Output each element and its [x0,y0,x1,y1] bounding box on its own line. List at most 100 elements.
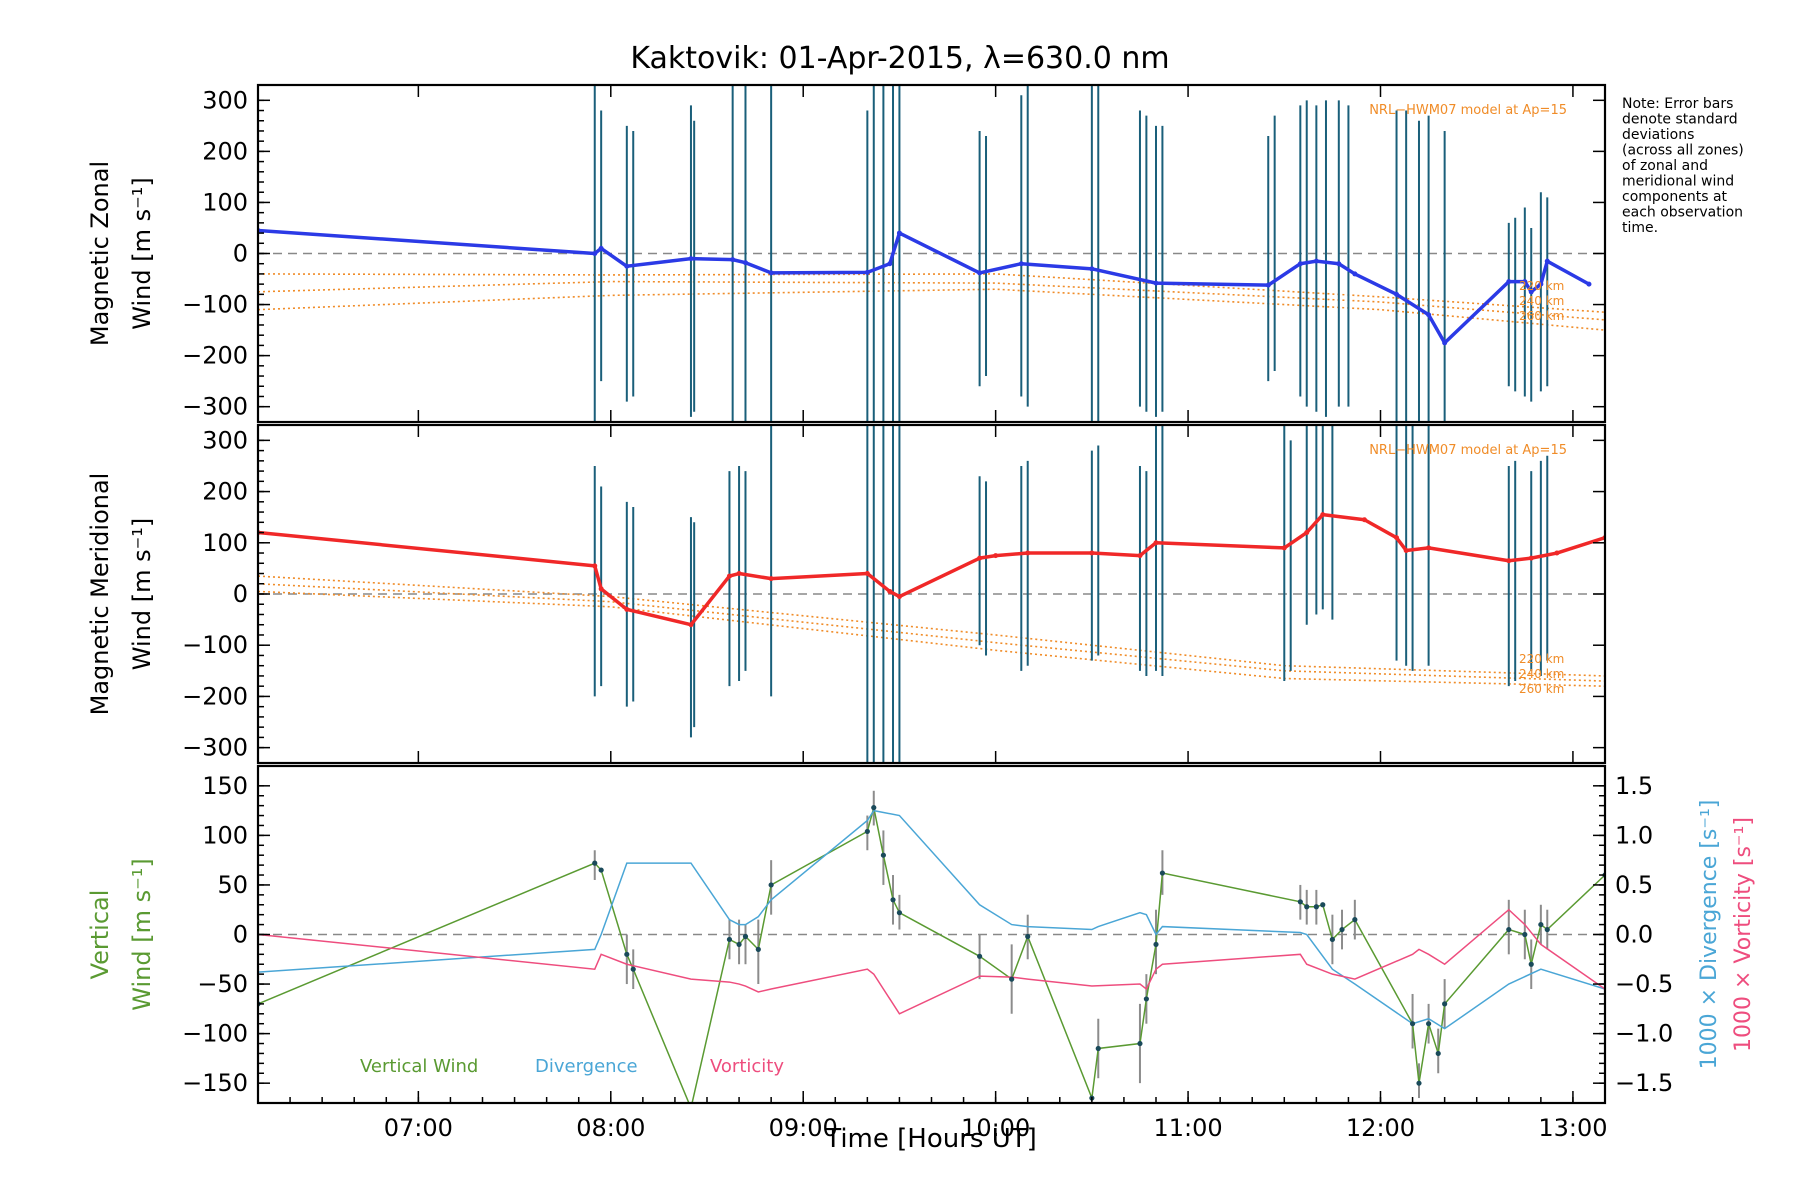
vertical-wind-panel: Vertical Wind Divergence Vorticity 1.5 1.0 0.… [86,764,1756,1154]
vertical-point [1304,904,1310,910]
mean-point [1089,266,1095,272]
vertical-point [1544,926,1550,933]
note-line: (across all zones) [1622,143,1744,159]
vertical-point [1009,976,1015,982]
vertical-point [1095,1045,1101,1052]
y-axis-label: Vertical [86,890,114,980]
vertical-point [1329,936,1335,943]
vorticity-axis-label: 1000 × Vorticity [s⁻¹] [1731,817,1756,1052]
vertical-point [768,882,774,888]
mean-point [1586,281,1592,287]
mean-point [1544,258,1550,264]
mean-point [1426,545,1432,551]
x-axis-label: Time [Hours UT] [824,1124,1037,1154]
mean-point [624,263,630,269]
y-tick-label: 100 [202,188,248,216]
x-tick-label: 07:00 [384,1114,453,1142]
mean-point [1361,517,1367,523]
mean-point [896,230,902,236]
x-tick-label: 13:00 [1538,1114,1607,1142]
x-tick-label: 09:00 [769,1114,838,1142]
y-tick-label: −50 [197,970,248,998]
legend-item: Divergence [535,1056,638,1077]
mean-point [688,622,694,628]
panel-frame [256,83,1607,424]
vertical-point [1143,996,1149,1002]
mean-point [1313,258,1319,264]
y-tick-label: 0 [233,240,248,268]
model-curve-260km [258,590,1605,687]
mean-point [624,606,630,612]
model-altitude-label: 260 km [1519,682,1564,696]
mean-point [977,270,983,276]
mean-point [726,573,732,579]
mean-point [1506,279,1512,285]
mean-point [1554,550,1560,556]
y-tick-label: −300 [182,734,248,762]
y-tick-label: −150 [182,1069,248,1097]
note-line: time. [1622,220,1658,236]
y2-tick-label: 1.0 [1615,821,1653,849]
vertical-point [1153,941,1159,948]
vertical-point [1352,917,1358,923]
divergence-axis-label: 1000 × Divergence [s⁻¹] [1697,800,1722,1070]
mean-point [1442,340,1448,346]
model-altitude-label: 240 km [1519,294,1564,308]
x-tick-label: 08:00 [576,1114,645,1142]
vertical-point [880,852,886,858]
model-label: NRL−HWM07 model at Ap=15 [1369,443,1567,458]
vertical-point [1435,1050,1441,1057]
y-tick-label: 100 [202,529,248,557]
note-line: Note: Error bars [1622,96,1733,112]
vertical-point [871,805,877,811]
panel-frame [256,764,1607,1105]
model-curve-240km [258,280,1605,321]
vertical-point [864,828,870,835]
y2-tick-label: −1.0 [1615,1020,1673,1048]
y-axis-label: Magnetic Meridional [86,473,114,716]
y-tick-label: 0 [233,921,248,949]
vertical-point [1313,904,1319,910]
mean-point [896,594,902,600]
y2-tick-label: −0.5 [1615,970,1673,998]
y2-tick-label: −1.5 [1615,1069,1673,1097]
model-curve-240km [258,582,1605,682]
mean-point [1403,547,1409,553]
y-tick-label: −200 [182,342,248,370]
vertical-point [977,953,983,959]
x-tick-label: 10:00 [961,1114,1030,1142]
mean-point [1506,558,1512,564]
y-tick-label: −100 [182,1020,248,1048]
y2-tick-label: 1.5 [1615,772,1653,800]
mean-point [1089,550,1095,556]
mean-point [1352,271,1358,277]
legend-item: Vorticity [710,1056,784,1077]
mean-point [768,270,774,276]
mean-point [730,257,736,263]
y-tick-label: 300 [202,426,248,454]
mean-point [993,553,999,559]
mean-point [887,588,893,594]
mean-point [1304,530,1310,536]
mean-point [1297,261,1303,267]
vertical-point [1409,1021,1416,1027]
note-line: deviations [1622,127,1694,143]
mean-point [1153,280,1159,286]
vertical-point [1339,926,1345,933]
y-tick-label: −300 [182,393,248,421]
vertical-point [592,860,598,866]
mean-point [768,576,774,582]
plot-area [258,425,1605,763]
y2-tick-label: 0.0 [1615,921,1653,949]
note-line: each observation [1622,205,1743,221]
mean-point [736,571,742,577]
model-curve-260km [258,288,1605,331]
vertical-point [1416,1080,1422,1086]
model-altitude-label: 260 km [1519,309,1564,323]
vertical-point [624,951,630,957]
x-tick-label: 11:00 [1153,1114,1222,1142]
y-axis-label: Wind [m s⁻¹] [128,858,156,1010]
